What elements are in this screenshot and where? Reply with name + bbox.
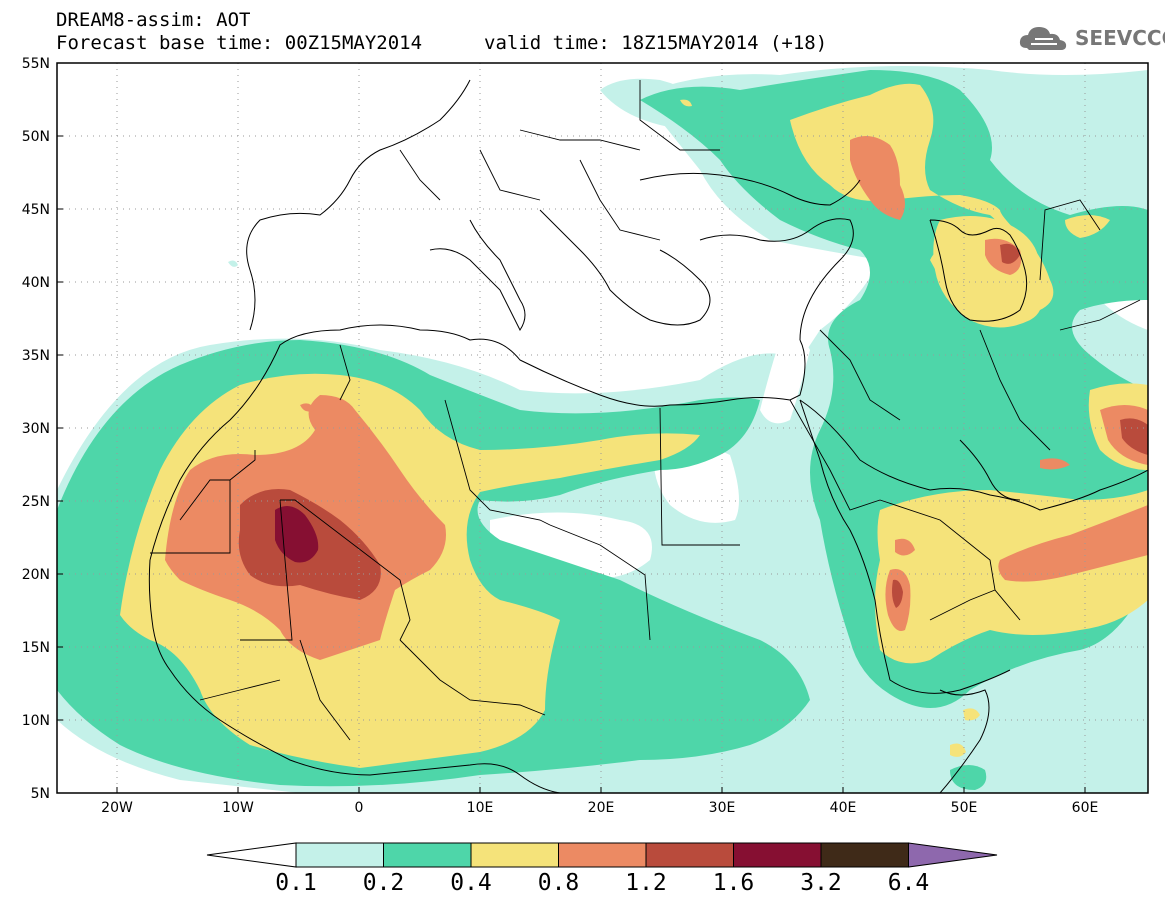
- lat-label: 10N: [22, 713, 50, 729]
- lon-label: 0: [355, 800, 364, 816]
- aot-shading: [57, 63, 1148, 793]
- colorbar-level-label: 3.2: [800, 870, 842, 896]
- forecast-base-time: Forecast base time: 00Z15MAY2014: [56, 32, 423, 54]
- colorbar-over-triangle: [908, 842, 998, 868]
- lon-label: 40E: [830, 800, 857, 816]
- colorbar-level-label: 1.2: [625, 870, 667, 896]
- colorbar-level-label: 0.8: [537, 870, 580, 896]
- lon-label: 10W: [222, 800, 254, 816]
- aot-1.6-contour: [275, 506, 319, 563]
- colorbar-level-label: 1.6: [712, 870, 755, 896]
- lon-label: 20W: [101, 800, 133, 816]
- colorbar-bin: [733, 842, 822, 868]
- lat-label: 30N: [22, 421, 50, 437]
- lat-label: 5N: [31, 786, 50, 802]
- colorbar-bin: [558, 842, 647, 868]
- lon-label: 10E: [467, 800, 494, 816]
- colorbar-level-label: 0.1: [275, 870, 317, 896]
- lat-label: 40N: [22, 275, 50, 291]
- colorbar-bin: [470, 842, 559, 868]
- seevccc-logo: SEEVCCC: [1017, 22, 1165, 54]
- country-borders: [150, 80, 1141, 741]
- axis-ticks: [57, 62, 1086, 794]
- colorbar-bin: [295, 842, 384, 868]
- lat-label: 20N: [22, 567, 50, 583]
- colorbar-level-label: 0.4: [450, 870, 492, 896]
- lat-label: 35N: [22, 348, 50, 364]
- lat-label: 50N: [22, 129, 50, 145]
- lat-label: 55N: [22, 56, 50, 72]
- colorbar-under-triangle: [206, 842, 297, 868]
- lat-label: 45N: [22, 202, 50, 218]
- colorbar-level-label: 6.4: [887, 870, 930, 896]
- colorbar: [206, 842, 998, 868]
- colorbar-bin: [820, 842, 909, 868]
- lat-label: 15N: [22, 640, 50, 656]
- logo-text: SEEVCCC: [1075, 26, 1165, 50]
- lat-labels: 55N 50N 45N 40N 35N 30N 25N 20N 15N 10N …: [22, 56, 50, 802]
- colorbar-level-label: 0.2: [362, 870, 405, 896]
- lat-label: 25N: [22, 494, 50, 510]
- lon-label: 30E: [709, 800, 736, 816]
- colorbar-bin: [383, 842, 472, 868]
- colorbar-bin: [645, 842, 734, 868]
- valid-time: valid time: 18Z15MAY2014 (+18): [484, 32, 828, 54]
- cloud-icon: [1019, 27, 1067, 50]
- coastlines: [148, 79, 1148, 793]
- lon-label: 60E: [1072, 800, 1099, 816]
- lon-label: 50E: [951, 800, 978, 816]
- lon-label: 20E: [588, 800, 615, 816]
- lon-labels: 20W 10W 0 10E 20E 30E 40E 50E 60E: [101, 800, 1098, 816]
- map-title: DREAM8-assim: AOT: [56, 9, 251, 31]
